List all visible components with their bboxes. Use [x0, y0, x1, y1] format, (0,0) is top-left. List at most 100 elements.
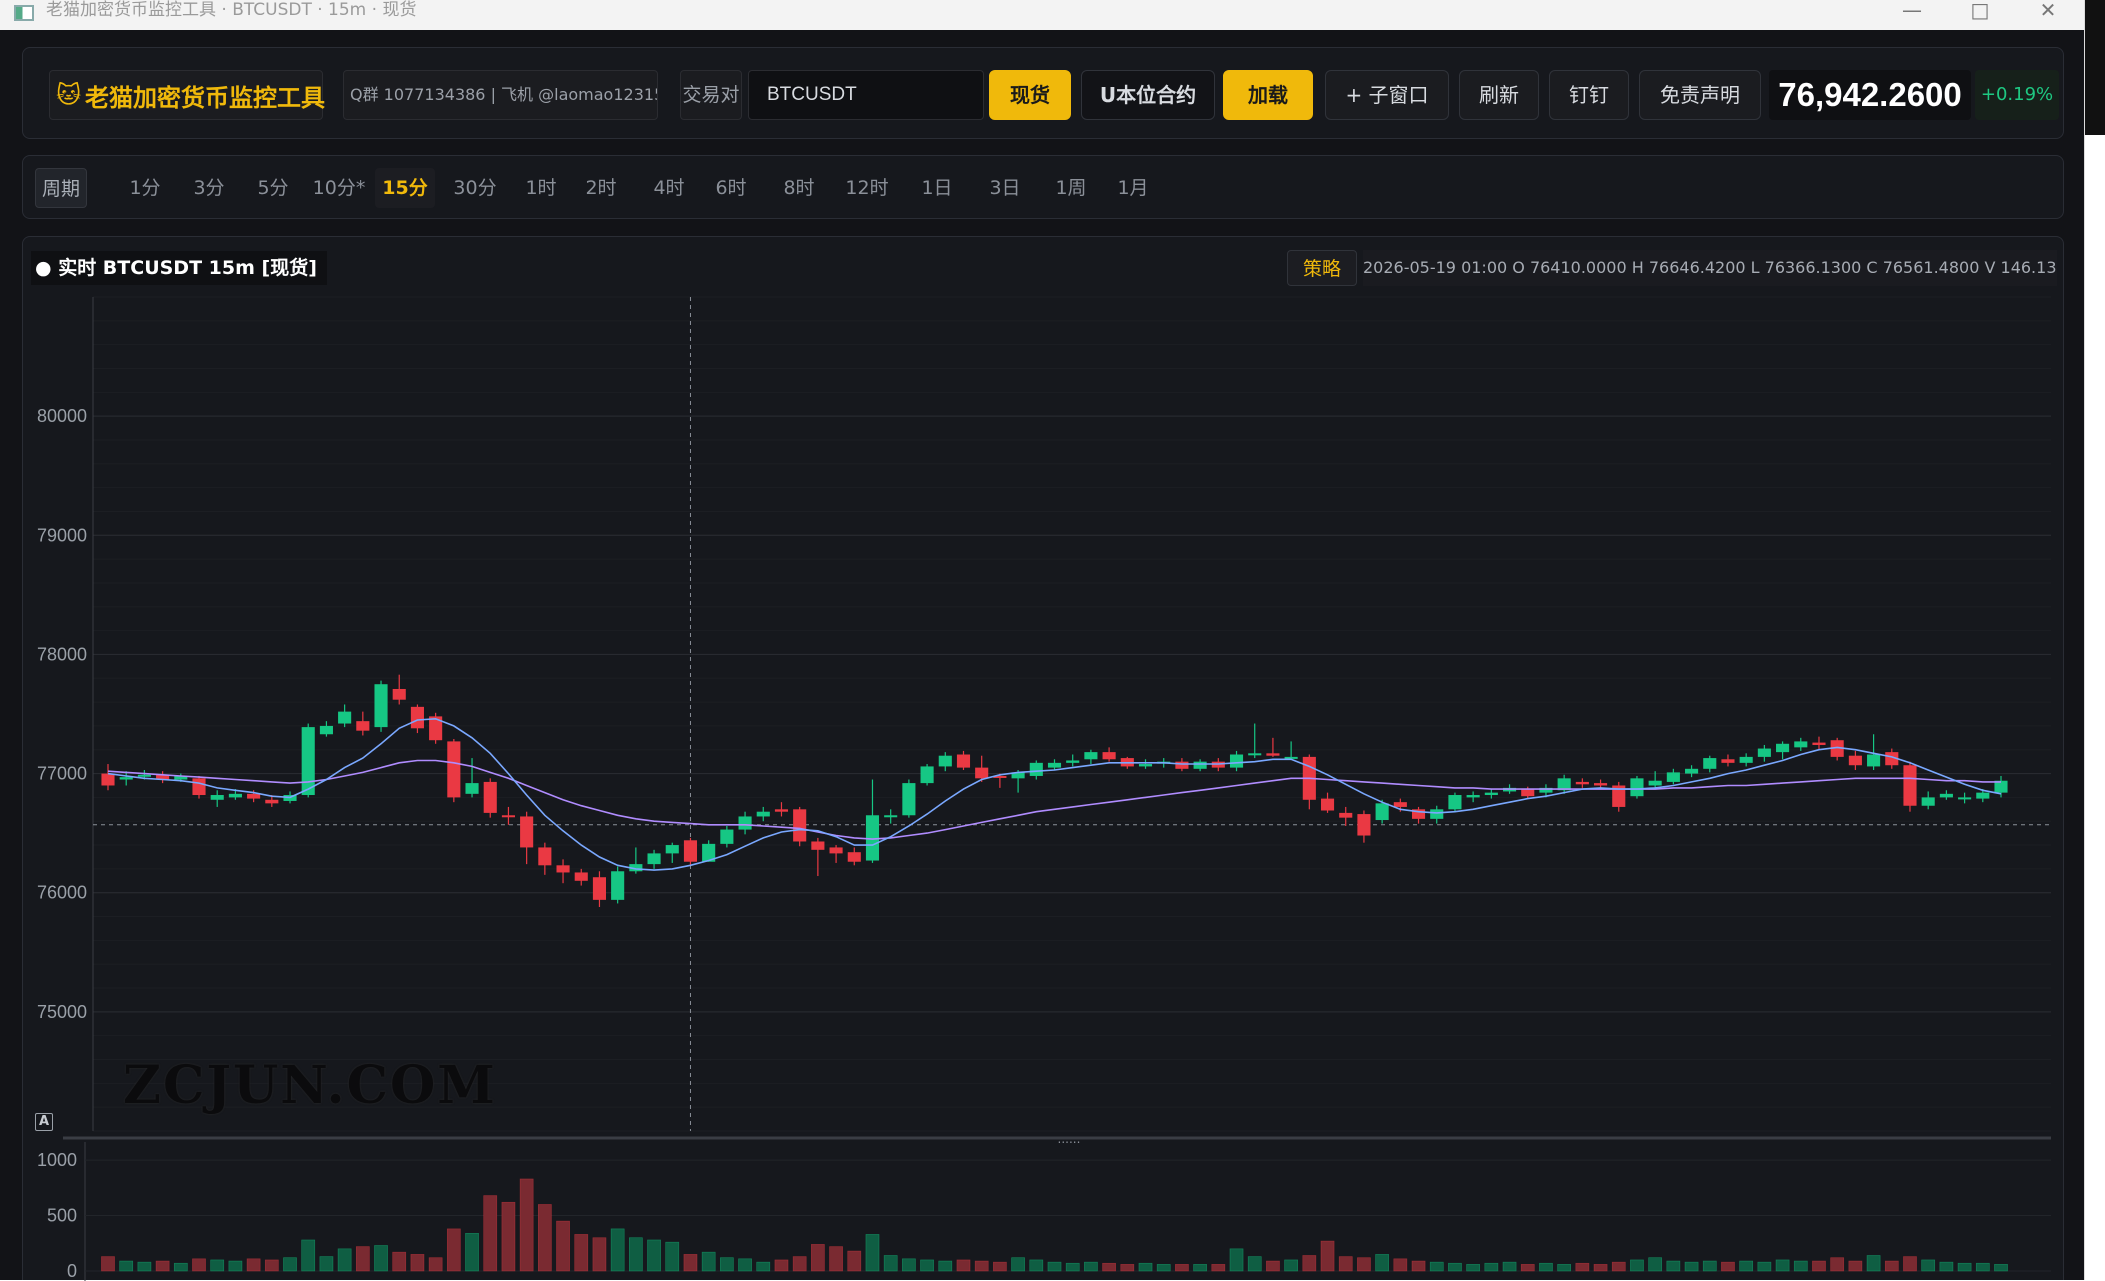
- period-item[interactable]: 15分: [375, 168, 435, 208]
- period-item[interactable]: 2时: [585, 177, 617, 199]
- candle-body: [1630, 778, 1644, 797]
- candlestick-chart[interactable]: 80000 79000 78000 77000 76000 75000...... 1000…: [23, 237, 2065, 1281]
- candle-body: [1666, 772, 1680, 782]
- volume-bar: [774, 1259, 789, 1272]
- ma-slow-line: [107, 759, 2001, 840]
- volume-bar: [1939, 1261, 1954, 1272]
- disclaimer-button[interactable]: 免责声明: [1639, 70, 1761, 120]
- volume-bar: [556, 1220, 570, 1272]
- auto-scale-button[interactable]: A: [35, 1113, 53, 1131]
- period-item[interactable]: 30分: [453, 177, 497, 199]
- volume-bar: [1229, 1248, 1244, 1272]
- candle-body: [1885, 752, 1899, 766]
- volume-bar: [119, 1260, 134, 1272]
- volume-bar: [1739, 1260, 1754, 1272]
- candle-body: [1557, 778, 1571, 791]
- volume-bar: [1029, 1259, 1044, 1272]
- volume-bar: [1884, 1260, 1899, 1272]
- period-bar: 周期 1分 3分 5分 10分* 15分 30分 1时 2时 4时 6时 8时 12时 1日 3日 1周 1月: [22, 155, 2064, 219]
- volume-bar: [137, 1261, 152, 1272]
- period-item[interactable]: 1时: [525, 177, 557, 199]
- volume-bar: [1065, 1262, 1080, 1272]
- volume-bar: [283, 1257, 297, 1272]
- period-item[interactable]: 4时: [653, 177, 685, 199]
- dingtalk-button[interactable]: 钉钉: [1549, 70, 1629, 120]
- volume-tick-label: 1000: [37, 1150, 77, 1170]
- candle-body: [1594, 783, 1608, 786]
- candle-body: [1721, 759, 1735, 763]
- candle-body: [1466, 795, 1480, 798]
- volume-bar: [1411, 1260, 1426, 1272]
- maximize-icon[interactable]: □: [1970, 0, 1990, 22]
- period-item[interactable]: 1周: [1055, 177, 1087, 199]
- volume-bar: [1120, 1264, 1135, 1272]
- candle-body: [1029, 762, 1043, 776]
- load-button[interactable]: 加载: [1223, 70, 1313, 120]
- candle-body: [993, 775, 1007, 778]
- subwindow-button[interactable]: + 子窗口: [1325, 70, 1449, 120]
- candle-body: [301, 727, 315, 796]
- volume-bar: [428, 1257, 443, 1272]
- candle-body: [1739, 756, 1753, 763]
- period-item[interactable]: 10分*: [312, 177, 366, 199]
- candle-body: [774, 809, 789, 812]
- y-tick-label: 77000: [37, 764, 87, 784]
- candle-body: [738, 816, 752, 830]
- spot-button[interactable]: 现货: [989, 70, 1071, 120]
- volume-tick-label: 500: [47, 1206, 77, 1226]
- candle-body: [1794, 741, 1808, 748]
- minimize-icon[interactable]: —: [1902, 0, 1922, 22]
- volume-bar: [1375, 1254, 1389, 1272]
- period-item[interactable]: 1分: [129, 177, 161, 199]
- period-item[interactable]: 8时: [783, 177, 815, 199]
- close-icon[interactable]: ✕: [2039, 0, 2057, 22]
- candle-body: [574, 872, 588, 881]
- volume-bar: [665, 1241, 680, 1272]
- volume-bar: [301, 1239, 316, 1272]
- candle-body: [1411, 809, 1426, 819]
- refresh-button[interactable]: 刷新: [1459, 70, 1539, 120]
- volume-bar: [1466, 1264, 1480, 1272]
- candle-body: [265, 799, 279, 804]
- futures-button[interactable]: U本位合约: [1081, 70, 1215, 120]
- candle-body: [592, 877, 607, 900]
- candle-body: [356, 721, 370, 731]
- period-item[interactable]: 3日: [989, 177, 1021, 199]
- strategy-button[interactable]: 策略: [1287, 250, 1357, 286]
- candle-body: [210, 795, 224, 800]
- volume-bar: [902, 1258, 916, 1272]
- candle-body: [811, 841, 825, 850]
- period-item[interactable]: 3分: [193, 177, 225, 199]
- volume-bar: [1793, 1260, 1808, 1272]
- period-item[interactable]: 12时: [845, 177, 889, 199]
- volume-bar: [1502, 1261, 1517, 1272]
- volume-bar: [574, 1234, 589, 1272]
- volume-bar: [1266, 1260, 1280, 1272]
- candle-body: [1357, 814, 1371, 836]
- candle-body: [1848, 755, 1862, 766]
- candle-body: [920, 766, 934, 784]
- period-item[interactable]: 1日: [921, 177, 953, 199]
- volume-bar: [1648, 1257, 1663, 1272]
- volume-bar: [1702, 1260, 1717, 1272]
- volume-bar: [1593, 1264, 1608, 1272]
- candle-body: [1320, 798, 1335, 811]
- pair-label: 交易对: [680, 70, 742, 120]
- volume-bar: [1812, 1260, 1826, 1272]
- candle-body: [1066, 760, 1080, 763]
- candle-body: [1575, 781, 1589, 785]
- period-item[interactable]: 5分: [257, 177, 289, 199]
- volume-bar: [1975, 1262, 1990, 1272]
- candle-body: [538, 847, 552, 866]
- candle-body: [1448, 795, 1462, 810]
- candle-body: [392, 688, 406, 700]
- volume-bar: [1320, 1240, 1335, 1272]
- period-item[interactable]: 6时: [715, 177, 747, 199]
- candle-body: [465, 783, 479, 794]
- volume-bar: [1557, 1264, 1572, 1272]
- pair-input[interactable]: [748, 70, 984, 120]
- period-item[interactable]: 1月: [1117, 177, 1149, 199]
- volume-bar: [1539, 1262, 1553, 1272]
- volume-bar: [865, 1234, 880, 1272]
